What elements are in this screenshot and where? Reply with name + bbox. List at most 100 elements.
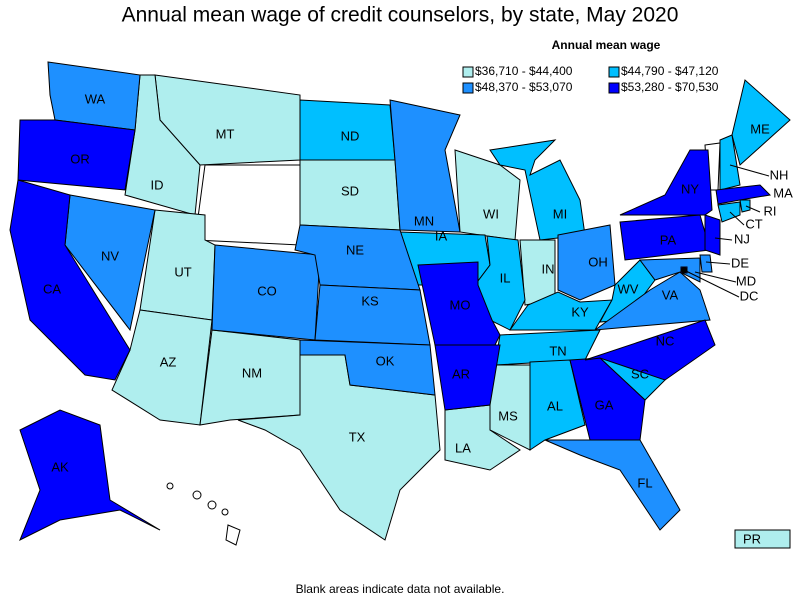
state-region xyxy=(719,134,741,191)
leader-line xyxy=(745,205,761,213)
state-label: MO xyxy=(450,297,471,312)
state-label: ID xyxy=(151,177,164,192)
island xyxy=(166,482,174,490)
state-label: RI xyxy=(764,203,777,218)
state-region xyxy=(715,184,772,205)
state-label: GA xyxy=(595,397,614,412)
state-label: WI xyxy=(483,206,499,221)
state-region xyxy=(557,224,616,301)
leader-line xyxy=(729,164,770,177)
state-region xyxy=(544,439,681,531)
state-region xyxy=(489,139,586,241)
state-label: CT xyxy=(745,216,762,231)
state-label: MI xyxy=(553,206,567,221)
state-label: OR xyxy=(70,151,90,166)
state-region xyxy=(19,409,161,542)
legend-swatch xyxy=(462,82,474,94)
leader-line xyxy=(729,211,745,226)
state-region xyxy=(704,214,721,256)
island xyxy=(225,524,241,546)
state-region xyxy=(434,344,501,411)
state-region xyxy=(739,199,751,213)
state-label: IA xyxy=(435,228,448,243)
footnote: Blank areas indicate data not available. xyxy=(296,582,505,596)
state-label: SD xyxy=(341,183,359,198)
legend-label: $48,370 - $53,070 xyxy=(475,80,573,94)
state-label: SC xyxy=(631,366,649,381)
legend-swatch xyxy=(462,66,474,78)
state-label: NJ xyxy=(734,231,750,246)
leader-line xyxy=(694,271,737,283)
state-label: NV xyxy=(101,248,119,263)
state-label: NY xyxy=(681,181,699,196)
leader-line xyxy=(683,269,740,298)
leader-line xyxy=(714,237,733,241)
state-region xyxy=(699,254,713,273)
hawaii-blank xyxy=(166,482,241,546)
state-label: NH xyxy=(770,167,789,182)
state-label: KS xyxy=(361,293,379,308)
states-layer: MT ID UT AZ NM SD TX LA MS WI IN PR ND IA IL MI KY WV TN AL… xyxy=(9,61,793,549)
state-label: DE xyxy=(731,255,749,270)
state-label: NM xyxy=(242,365,262,380)
state-label: LA xyxy=(455,440,471,455)
state-label: AL xyxy=(547,398,563,413)
state-label: MN xyxy=(414,213,434,228)
legend-label: $53,280 - $70,530 xyxy=(621,80,719,94)
state-region xyxy=(529,359,586,451)
state-region xyxy=(593,271,711,331)
state-label: MS xyxy=(498,408,518,423)
state-label: NC xyxy=(656,333,675,348)
state-label: MD xyxy=(736,273,756,288)
island xyxy=(192,490,202,500)
leader-line xyxy=(705,261,731,265)
state-region xyxy=(299,339,436,396)
state-label: CA xyxy=(43,281,61,296)
state-region xyxy=(639,257,701,283)
state-label: AZ xyxy=(160,354,177,369)
state-label: MA xyxy=(773,185,793,200)
state-region xyxy=(584,319,716,381)
state-label: TX xyxy=(349,429,366,444)
state-label: MT xyxy=(216,126,235,141)
state-label: PR xyxy=(743,531,761,546)
state-label: DC xyxy=(740,288,759,303)
state-label: KY xyxy=(571,304,589,319)
state-region xyxy=(734,529,791,549)
state-region xyxy=(717,201,741,223)
state-label: IN xyxy=(542,261,555,276)
legend-label: $36,710 - $44,400 xyxy=(475,64,573,78)
state-region xyxy=(9,179,131,381)
state-region xyxy=(389,99,461,233)
state-label: VA xyxy=(662,287,679,302)
state-label: UT xyxy=(174,264,191,279)
legend-swatch xyxy=(608,66,620,78)
dc-dot xyxy=(681,267,687,273)
legend-title: Annual mean wage xyxy=(552,38,661,52)
map-title: Annual mean wage of credit counselors, b… xyxy=(122,4,679,27)
state-label: AR xyxy=(452,366,470,381)
state-blank xyxy=(194,164,301,246)
state-label: PA xyxy=(660,232,677,247)
legend: $36,710 - $44,400 $44,790 - $47,120 $48,37… xyxy=(462,64,719,94)
state-label: FL xyxy=(637,475,652,490)
state-label: IL xyxy=(500,270,511,285)
state-label: NE xyxy=(346,242,364,257)
island xyxy=(221,508,229,516)
state-label: ME xyxy=(750,121,770,136)
state-label: WA xyxy=(85,91,106,106)
state-region xyxy=(731,79,791,166)
state-region xyxy=(17,119,136,191)
state-label: OK xyxy=(376,353,395,368)
island xyxy=(207,500,217,510)
state-label: AK xyxy=(51,459,69,474)
state-label: CO xyxy=(257,283,277,298)
state-region xyxy=(474,235,526,331)
legend-label: $44,790 - $47,120 xyxy=(621,64,719,78)
state-label: OH xyxy=(588,254,608,269)
legend-swatch xyxy=(608,82,620,94)
state-label: WV xyxy=(618,281,639,296)
state-label: TN xyxy=(549,343,566,358)
state-label: ND xyxy=(341,128,360,143)
